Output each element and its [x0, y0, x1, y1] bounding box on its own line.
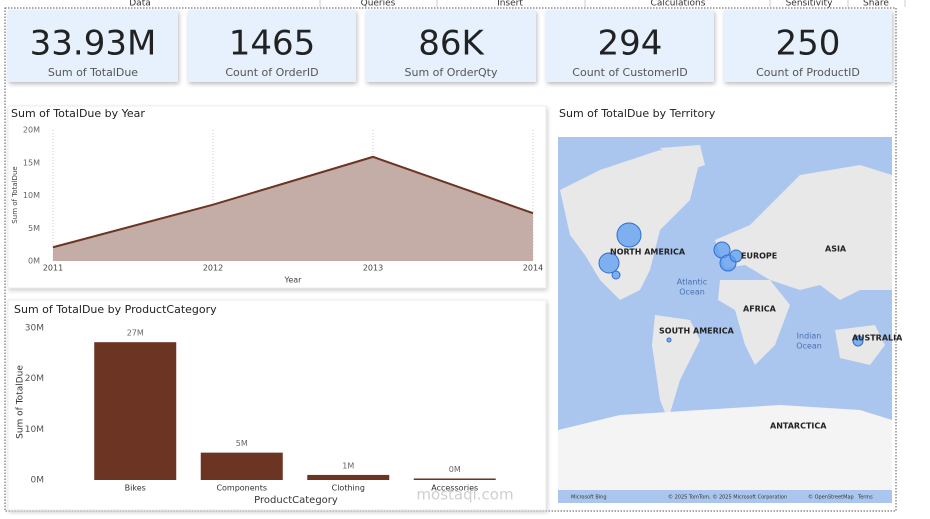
- map-attribution: © 2025 TomTom, © 2025 Microsoft Corporat…: [668, 494, 787, 501]
- x-tick-label: Bikes: [125, 484, 146, 493]
- y-axis-label: Sum of TotalDue: [11, 166, 19, 223]
- map-region-label: SOUTH AMERICA: [659, 327, 735, 336]
- data-label: 0M: [449, 465, 461, 474]
- map-attribution: Microsoft Bing: [571, 495, 607, 501]
- y-tick-label: 20M: [23, 126, 40, 135]
- data-label: 1M: [342, 461, 354, 470]
- data-label: 5M: [236, 439, 248, 448]
- ribbon-tab[interactable]: Sensitivity: [786, 0, 834, 9]
- ribbon-tab[interactable]: Insert: [497, 0, 523, 9]
- map-ocean-label: Atlantic: [677, 278, 707, 287]
- kpi-value: 294: [598, 24, 663, 64]
- ribbon-tab[interactable]: Calculations: [651, 0, 706, 9]
- kpi-label: Count of ProductID: [756, 66, 860, 79]
- x-tick-label: Clothing: [332, 484, 365, 493]
- kpi-card: [188, 10, 356, 82]
- y-tick-label: 10M: [25, 425, 44, 435]
- kpi-card: [366, 10, 536, 82]
- kpi-label: Count of OrderID: [225, 66, 318, 79]
- bar: [413, 478, 496, 480]
- map-ocean-label: Ocean: [679, 288, 705, 297]
- ribbon-bar: [0, 0, 930, 8]
- bar: [200, 452, 283, 480]
- map-land: [715, 165, 892, 300]
- kpi-card: [8, 10, 178, 82]
- kpi-label: Sum of OrderQty: [404, 66, 497, 79]
- kpi-value: 1465: [229, 24, 316, 64]
- watermark: mostaql.com: [416, 486, 513, 504]
- map-land: [558, 405, 892, 490]
- map-attribution[interactable]: © OpenStreetMap: [808, 494, 854, 501]
- map-region-label: ANTARCTICA: [770, 422, 827, 431]
- kpi-value: 86K: [418, 24, 485, 64]
- chart-title: Sum of TotalDue by Year: [11, 107, 145, 120]
- map-bubble: [598, 252, 620, 274]
- y-tick-label: 30M: [25, 324, 44, 334]
- x-axis-label: Year: [284, 276, 303, 285]
- y-tick-label: 5M: [28, 224, 40, 233]
- map: [558, 137, 892, 503]
- map-region-label: EUROPE: [741, 252, 777, 261]
- map-region-label: NORTH AMERICA: [610, 248, 686, 257]
- area-fill: [53, 156, 533, 261]
- map-region-label: AFRICA: [743, 305, 777, 314]
- map-ocean-label: Indian: [797, 332, 822, 341]
- map-region-label: AUSTRALIA: [852, 334, 903, 343]
- x-axis-label: ProductCategory: [254, 495, 338, 506]
- y-tick-label: 15M: [23, 158, 40, 167]
- map-bubble: [852, 335, 864, 347]
- y-tick-label: 20M: [25, 374, 44, 384]
- y-tick-label: 0M: [31, 476, 45, 486]
- map-attribution[interactable]: Terms: [857, 495, 873, 501]
- map-footer: [558, 491, 892, 503]
- map-bubble: [729, 249, 743, 263]
- kpi-card: [724, 10, 892, 82]
- map-bubble: [616, 222, 642, 248]
- x-tick-label: 2012: [203, 264, 223, 273]
- map-title: Sum of TotalDue by Territory: [559, 107, 716, 120]
- bar: [307, 474, 390, 480]
- ribbon-tab[interactable]: Share: [863, 0, 889, 9]
- ribbon-tab[interactable]: Queries: [361, 0, 396, 9]
- map-land: [660, 145, 705, 172]
- x-tick-label: Components: [216, 484, 267, 493]
- y-tick-label: 0M: [28, 257, 40, 266]
- map-land: [652, 315, 700, 420]
- ribbon-tab[interactable]: Data: [129, 0, 151, 9]
- bar: [94, 342, 177, 480]
- canvas-border: [4, 7, 897, 512]
- kpi-label: Sum of TotalDue: [48, 66, 138, 79]
- area-line: [52, 155, 534, 249]
- kpi-card: [546, 10, 714, 82]
- map-bubble: [666, 337, 672, 343]
- map-land: [718, 280, 790, 365]
- map-region-label: ASIA: [825, 245, 847, 254]
- x-tick-label: 2014: [523, 264, 543, 273]
- kpi-value: 250: [776, 24, 841, 64]
- map-bubble: [611, 270, 621, 280]
- map-ocean-label: Ocean: [796, 342, 822, 351]
- y-axis-label: Sum of TotalDue: [16, 365, 26, 439]
- kpi-label: Count of CustomerID: [572, 66, 687, 79]
- x-tick-label: Accessories: [431, 484, 478, 493]
- x-tick-label: 2011: [43, 264, 63, 273]
- chart-title: Sum of TotalDue by ProductCategory: [14, 303, 217, 316]
- data-label: 27M: [127, 329, 144, 338]
- y-tick-label: 10M: [23, 191, 40, 200]
- x-tick-label: 2013: [363, 264, 383, 273]
- kpi-value: 33.93M: [30, 24, 157, 64]
